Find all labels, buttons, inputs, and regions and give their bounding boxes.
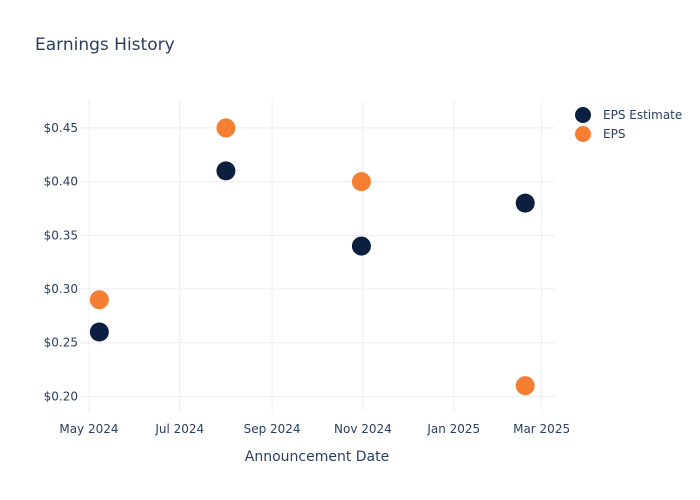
legend-eps-marker xyxy=(575,126,591,142)
data-points xyxy=(89,118,535,396)
x-tick-label: Jan 2025 xyxy=(426,422,480,436)
grid xyxy=(80,100,555,412)
y-axis-ticks: $0.20 $0.25 $0.30 $0.35 $0.40 $0.45 xyxy=(44,121,78,404)
eps-estimate-point xyxy=(515,193,535,213)
eps-point xyxy=(89,290,109,310)
x-tick-label: Sep 2024 xyxy=(244,422,301,436)
x-axis-ticks: May 2024 Jul 2024 Sep 2024 Nov 2024 Jan 2025… xyxy=(59,422,570,436)
eps-point xyxy=(216,118,236,138)
x-tick-label: Jul 2024 xyxy=(154,422,204,436)
eps-estimate-point xyxy=(351,236,371,256)
eps-point xyxy=(515,376,535,396)
chart-title: Earnings History xyxy=(35,35,175,55)
y-tick-label: $0.45 xyxy=(44,121,78,135)
y-tick-label: $0.35 xyxy=(44,228,78,242)
y-tick-label: $0.30 xyxy=(44,282,78,296)
y-tick-label: $0.25 xyxy=(44,336,78,350)
legend-eps-label: EPS xyxy=(603,127,625,141)
x-tick-label: May 2024 xyxy=(59,422,118,436)
eps-point xyxy=(351,172,371,192)
x-tick-label: Mar 2025 xyxy=(513,422,570,436)
x-tick-label: Nov 2024 xyxy=(334,422,392,436)
legend-eps-estimate-label: EPS Estimate xyxy=(603,108,682,122)
x-axis-title: Announcement Date xyxy=(245,449,389,465)
eps-estimate-point xyxy=(216,161,236,181)
legend-eps-estimate-marker xyxy=(575,107,591,123)
eps-estimate-point xyxy=(89,322,109,342)
legend: EPS Estimate EPS xyxy=(575,107,682,142)
y-tick-label: $0.40 xyxy=(44,175,78,189)
y-tick-label: $0.20 xyxy=(44,389,78,403)
